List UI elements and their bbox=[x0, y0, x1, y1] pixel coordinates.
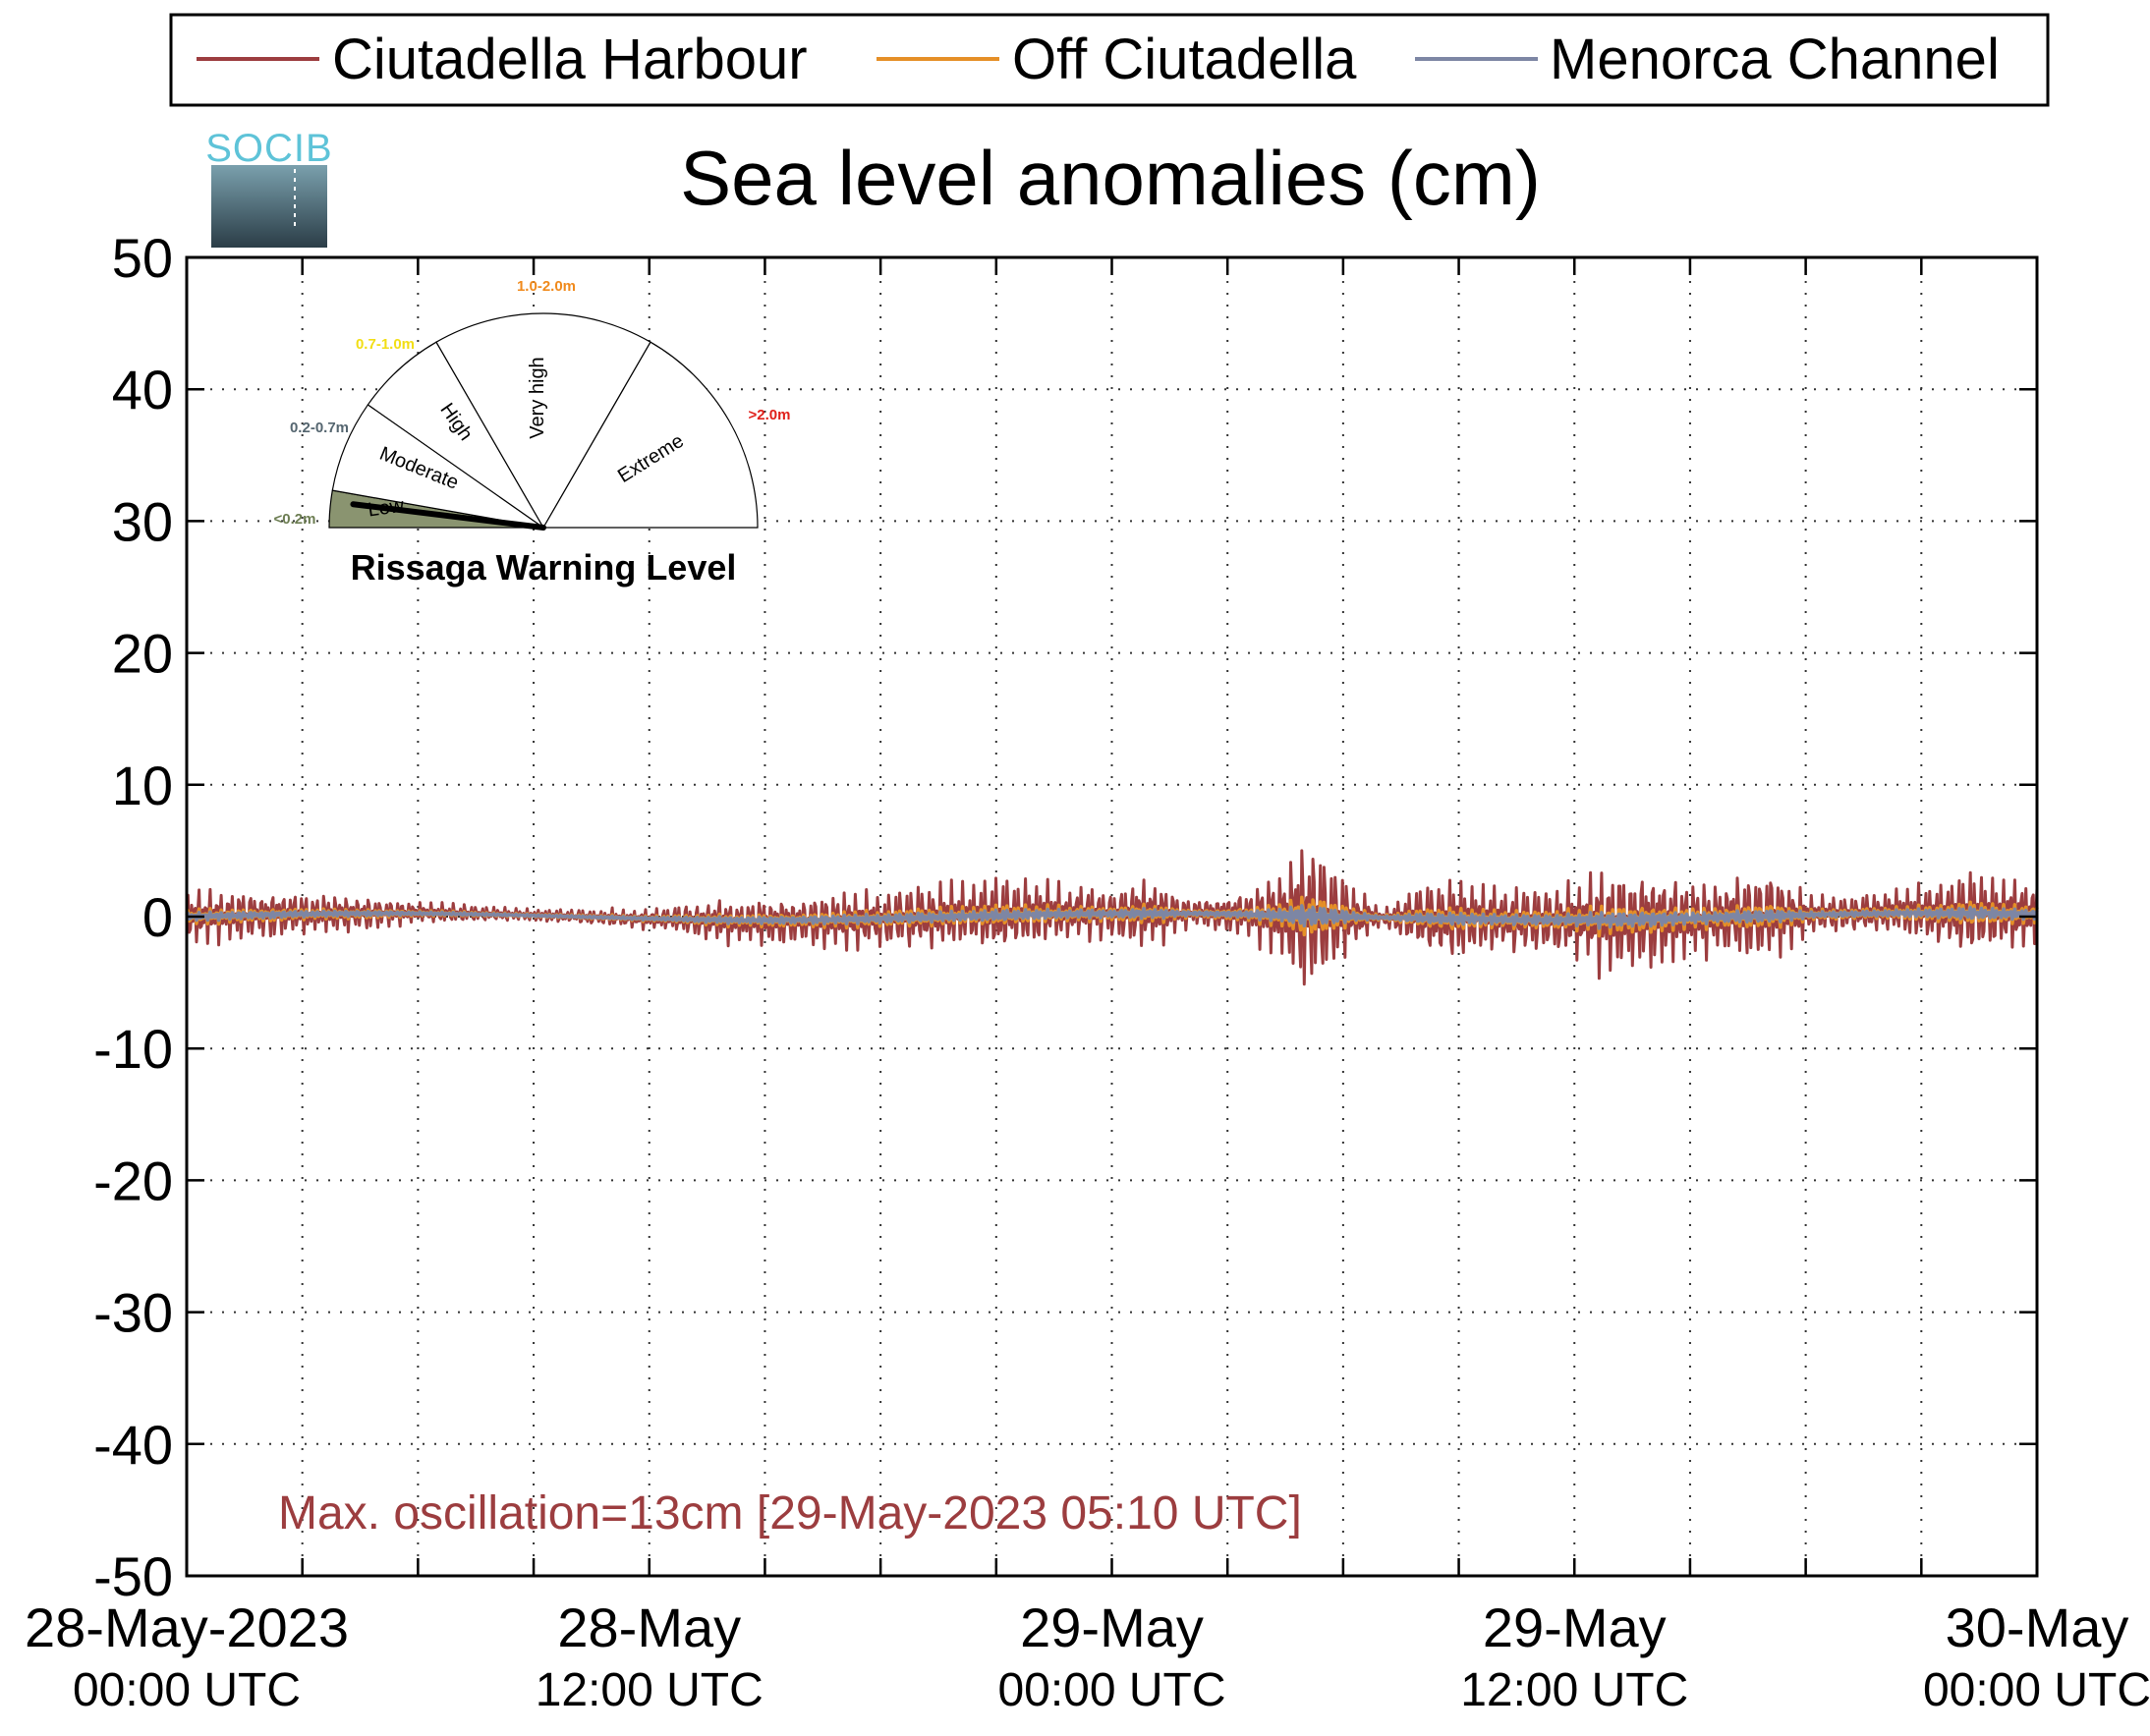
gauge-range-label: 0.2-0.7m bbox=[290, 420, 349, 436]
y-tick-label: 40 bbox=[112, 359, 173, 420]
socib-logo: SOCIB bbox=[205, 127, 332, 248]
y-tick-label: 30 bbox=[112, 490, 173, 552]
x-axis: 28-May-2023 00:00 UTC 28-May 12:00 UTC 29-Ma… bbox=[25, 257, 2150, 1716]
series-line-ciutadella-harbour bbox=[185, 849, 2039, 986]
gauge-range-label: >2.0m bbox=[749, 407, 791, 423]
chart-title: Sea level anomalies (cm) bbox=[680, 135, 1541, 221]
y-tick-label: -40 bbox=[93, 1414, 173, 1476]
x-tick-label-date: 29-May bbox=[1483, 1596, 1667, 1658]
x-tick-label-time: 00:00 UTC bbox=[997, 1664, 1225, 1716]
max-oscillation-annotation: Max. oscillation=13cm [29-May-2023 05:10… bbox=[278, 1487, 1302, 1540]
logo-band bbox=[211, 165, 327, 248]
legend-label-off-ciutadella: Off Ciutadella bbox=[1012, 28, 1357, 91]
x-tick-label-date: 30-May bbox=[1946, 1596, 2129, 1658]
y-tick-label: 0 bbox=[142, 886, 173, 948]
y-tick-label: -20 bbox=[93, 1149, 173, 1211]
x-tick-label-time: 00:00 UTC bbox=[73, 1664, 301, 1716]
gauge-label-very-high: Very high bbox=[527, 357, 548, 438]
y-axis: 50 40 30 20 10 0 -10 -20 -30 -40 -50 bbox=[93, 227, 2037, 1607]
x-tick-label-time: 12:00 UTC bbox=[536, 1664, 764, 1716]
x-tick-label-date: 28-May bbox=[557, 1596, 741, 1658]
series bbox=[185, 849, 2039, 986]
legend-label-menorca-channel: Menorca Channel bbox=[1550, 28, 2000, 91]
y-tick-label: 20 bbox=[112, 623, 173, 685]
gauge-sector-very-high bbox=[435, 312, 651, 530]
legend-box bbox=[169, 13, 2050, 107]
x-tick-label-date: 28-May-2023 bbox=[25, 1596, 349, 1658]
rissaga-gauge: LowModerateHighVery highExtreme<0.2m0.2-… bbox=[274, 278, 791, 588]
y-tick-label: 50 bbox=[112, 227, 173, 289]
y-tick-label: -30 bbox=[93, 1282, 173, 1344]
gauge-range-label: 1.0-2.0m bbox=[517, 278, 576, 295]
gauge-sector-extreme bbox=[541, 341, 759, 529]
y-tick-label: -10 bbox=[93, 1018, 173, 1080]
gauge-needle bbox=[350, 501, 546, 531]
y-tick-label: -50 bbox=[93, 1545, 173, 1607]
x-tick-label-time: 00:00 UTC bbox=[1923, 1664, 2150, 1716]
y-tick-label: 10 bbox=[112, 755, 173, 816]
gauge-range-label: 0.7-1.0m bbox=[356, 336, 415, 353]
legend: Ciutadella Harbour Off Ciutadella Menorc… bbox=[169, 13, 2050, 107]
gauge-range-label: <0.2m bbox=[274, 511, 316, 528]
gauge-title: Rissaga Warning Level bbox=[351, 547, 737, 588]
series-line-menorca-channel bbox=[185, 904, 2039, 930]
x-tick-label-date: 29-May bbox=[1020, 1596, 1204, 1658]
logo-text: SOCIB bbox=[205, 127, 332, 170]
x-tick-label-time: 12:00 UTC bbox=[1460, 1664, 1688, 1716]
legend-label-ciutadella-harbour: Ciutadella Harbour bbox=[332, 28, 808, 91]
